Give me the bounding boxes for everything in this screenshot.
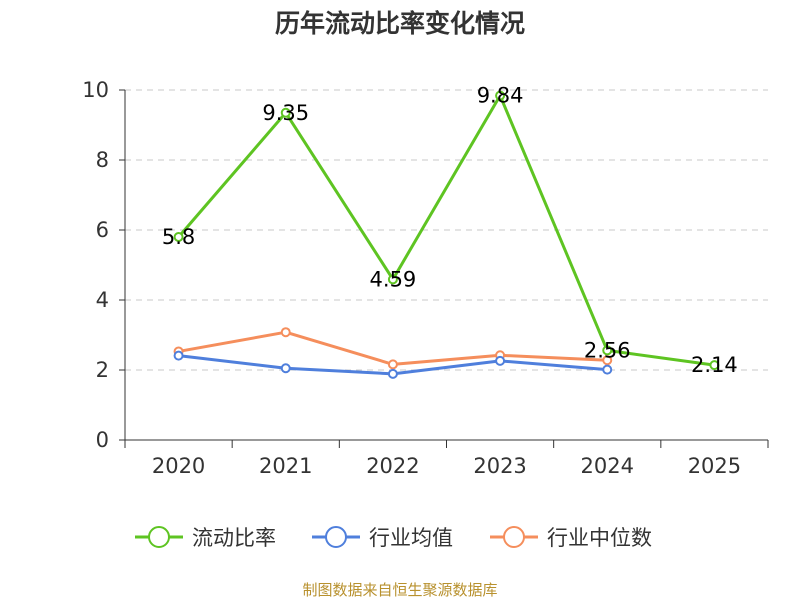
x-tick-label: 2022 (366, 454, 419, 478)
x-tick-label: 2025 (688, 454, 741, 478)
series-line-0 (177, 94, 715, 367)
source-note: 制图数据来自恒生聚源数据库 (302, 581, 497, 599)
data-point (495, 90, 506, 101)
y-tick-label: 6 (96, 218, 109, 242)
data-point (387, 274, 398, 285)
data-labels: 5.8 9.35 4.59 9.84 2.56 2.14 (162, 84, 738, 378)
legend-label: 行业均值 (369, 526, 453, 550)
data-point (709, 360, 720, 371)
legend-marker (325, 526, 347, 548)
data-point (280, 363, 291, 374)
x-tick-label: 2023 (473, 454, 526, 478)
data-point (280, 107, 291, 118)
y-tick-label: 8 (96, 148, 109, 172)
data-label: 2.56 (584, 338, 631, 362)
x-tick-label: 2020 (152, 454, 205, 478)
x-tick-label: 2021 (259, 454, 312, 478)
data-point (495, 355, 506, 366)
data-point (173, 232, 184, 242)
data-label: 4.59 (370, 267, 417, 291)
axes: 0 2 4 6 8 10 2020 2021 2022 2023 2024 2025 (82, 78, 769, 478)
y-tick-label: 0 (96, 428, 109, 452)
grid-lines (125, 89, 768, 371)
data-point (602, 355, 613, 366)
y-tick-label: 4 (96, 288, 109, 312)
data-point (280, 327, 291, 338)
y-tick-label: 2 (96, 358, 109, 382)
y-tick-label: 10 (82, 78, 109, 102)
legend-label: 流动比率 (192, 526, 276, 550)
x-tick-label: 2024 (581, 454, 634, 478)
data-label: 5.8 (162, 225, 195, 249)
data-point (173, 350, 184, 361)
data-point (602, 345, 613, 356)
legend-marker (503, 526, 525, 548)
chart-title: 历年流动比率变化情况 (275, 9, 525, 38)
data-point (387, 368, 398, 379)
data-label: 9.35 (262, 101, 309, 125)
data-point (602, 364, 613, 375)
series-group (173, 90, 720, 379)
legend: 流动比率 行业均值 行业中位数 (135, 526, 652, 550)
data-point (387, 359, 398, 370)
legend-label: 行业中位数 (547, 526, 652, 550)
data-label: 9.84 (477, 84, 524, 108)
legend-marker (148, 526, 170, 548)
data-label: 2.14 (691, 353, 738, 377)
